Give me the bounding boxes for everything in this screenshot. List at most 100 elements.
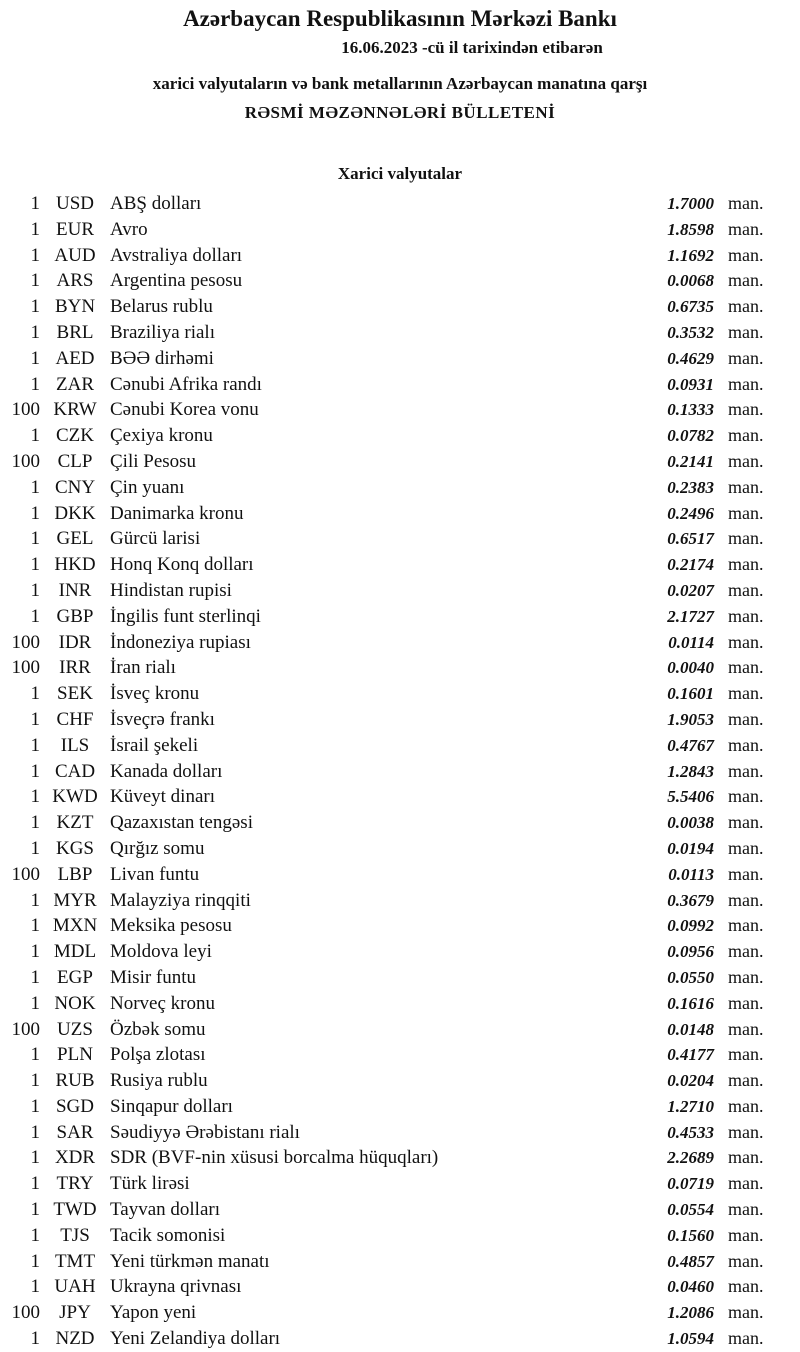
exchange-rate: 5.5406 xyxy=(667,787,714,807)
exchange-rate: 1.9053 xyxy=(667,709,714,729)
currency-name: İndoneziya rupiası xyxy=(110,631,251,653)
nominal: 1 xyxy=(30,1276,41,1298)
currency-code: USD xyxy=(55,193,94,214)
nominal: 1 xyxy=(30,837,41,859)
nominal: 1 xyxy=(30,296,41,318)
currency-code: KZT xyxy=(56,812,94,834)
currency-name: Moldova leyi xyxy=(110,941,212,963)
nominal: 1 xyxy=(30,1199,41,1221)
exchange-rate: 0.0207 xyxy=(667,580,714,600)
unit-label: man. xyxy=(728,1173,764,1194)
currency-code: HKD xyxy=(54,554,96,576)
currency-name: Rusiya rublu xyxy=(110,1070,208,1092)
currency-code: INR xyxy=(58,579,92,601)
rate-row: 1 KWD Küveyt dinarı 5.5406 man. xyxy=(0,784,800,810)
currency-code: SAR xyxy=(56,1121,94,1143)
exchange-rate: 0.2496 xyxy=(667,503,714,523)
currency-code: TWD xyxy=(53,1199,97,1221)
nominal: 1 xyxy=(30,373,41,395)
exchange-rate: 0.4857 xyxy=(667,1251,714,1271)
exchange-rate: 0.0114 xyxy=(668,632,714,652)
currency-name: Malayziya rinqqiti xyxy=(110,889,251,911)
currency-name: Ukrayna qrivnası xyxy=(110,1276,242,1298)
exchange-rate: 0.1601 xyxy=(667,684,714,704)
exchange-rate: 0.2174 xyxy=(667,555,714,575)
currency-name: İsveçrə frankı xyxy=(110,708,215,730)
currency-code: CLP xyxy=(57,450,93,472)
nominal: 1 xyxy=(30,605,41,627)
nominal: 1 xyxy=(30,812,41,834)
exchange-rate: 1.0594 xyxy=(667,1329,714,1349)
unit-label: man. xyxy=(728,1328,764,1349)
currency-code: AED xyxy=(55,347,95,369)
rate-row: 1 SEK İsveç kronu 0.1601 man. xyxy=(0,681,800,707)
rate-row: 1 ARS Argentina pesosu 0.0068 man. xyxy=(0,268,800,294)
currency-code: UZS xyxy=(57,1018,93,1040)
exchange-rate: 1.8598 xyxy=(667,219,714,239)
currency-name: Danimarka kronu xyxy=(110,502,244,524)
currency-name: Livan funtu xyxy=(110,863,200,885)
unit-label: man. xyxy=(728,915,764,936)
unit-label: man. xyxy=(728,657,764,678)
rate-row: 1 NZD Yeni Zelandiya dolları 1.0594 man. xyxy=(0,1326,800,1352)
unit-label: man. xyxy=(728,1147,764,1168)
exchange-rate: 0.1560 xyxy=(667,1225,714,1245)
currency-code: CZK xyxy=(56,425,94,447)
currency-name: Honq Konq dolları xyxy=(110,554,254,576)
currency-code: CNY xyxy=(54,476,96,498)
exchange-rate: 0.0956 xyxy=(667,942,714,962)
nominal: 1 xyxy=(30,683,41,705)
nominal: 1 xyxy=(30,915,41,937)
exchange-rate: 0.0148 xyxy=(667,1019,714,1039)
rate-row: 100 CLP Çili Pesosu 0.2141 man. xyxy=(0,449,800,475)
exchange-rate: 0.0460 xyxy=(667,1277,714,1297)
nominal: 1 xyxy=(30,218,41,240)
currency-code: TMT xyxy=(54,1250,96,1272)
currency-code: MXN xyxy=(52,915,98,937)
currency-name: SDR (BVF-nin xüsusi borcalma hüquqları) xyxy=(110,1147,439,1169)
unit-label: man. xyxy=(728,476,764,497)
rate-row: 100 KRW Cənubi Korea vonu 0.1333 man. xyxy=(0,397,800,423)
exchange-rate: 0.0038 xyxy=(667,813,714,833)
unit-label: man. xyxy=(728,399,764,420)
currency-code: SGD xyxy=(55,1095,94,1117)
exchange-rate: 2.2689 xyxy=(667,1148,714,1168)
currency-code: PLN xyxy=(57,1044,93,1066)
nominal: 1 xyxy=(30,966,41,988)
currency-code: TJS xyxy=(60,1224,90,1246)
nominal: 1 xyxy=(30,889,41,911)
unit-label: man. xyxy=(728,1250,764,1271)
exchange-rate: 0.0113 xyxy=(668,864,714,884)
rate-row: 1 USD ABŞ dolları 1.7000 man. xyxy=(0,191,800,217)
currency-code: CHF xyxy=(56,708,94,730)
exchange-rate: 0.4533 xyxy=(667,1122,714,1142)
nominal: 100 xyxy=(11,450,41,472)
rate-row: 1 EUR Avro 1.8598 man. xyxy=(0,217,800,243)
rate-row: 1 TMT Yeni türkmən manatı 0.4857 man. xyxy=(0,1249,800,1275)
rate-row: 1 GBP İngilis funt sterlinqi 2.1727 man. xyxy=(0,604,800,630)
rate-row: 100 IRR İran rialı 0.0040 man. xyxy=(0,655,800,681)
unit-label: man. xyxy=(728,1199,764,1220)
rate-row: 1 MYR Malayziya rinqqiti 0.3679 man. xyxy=(0,888,800,914)
currency-name: Tayvan dolları xyxy=(110,1199,220,1221)
currency-name: Tacik somonisi xyxy=(110,1224,226,1246)
rate-row: 1 AUD Avstraliya dolları 1.1692 man. xyxy=(0,243,800,269)
nominal: 1 xyxy=(30,708,41,730)
exchange-rate: 0.0040 xyxy=(667,658,714,678)
effective-date: 16.06.2023 -cü il tarixindən etibarən xyxy=(341,38,603,57)
nominal: 1 xyxy=(30,554,41,576)
rate-row: 1 AED BƏƏ dirhəmi 0.4629 man. xyxy=(0,346,800,372)
unit-label: man. xyxy=(728,863,764,884)
unit-label: man. xyxy=(728,450,764,471)
currency-name: Yapon yeni xyxy=(110,1302,197,1324)
currency-name: Polşa zlotası xyxy=(110,1044,206,1066)
currency-name: Argentina pesosu xyxy=(110,270,243,292)
currency-name: Avstraliya dolları xyxy=(110,244,243,266)
nominal: 1 xyxy=(30,1044,41,1066)
nominal: 1 xyxy=(30,579,41,601)
nominal: 1 xyxy=(30,321,41,343)
rate-row: 1 CNY Çin yuanı 0.2383 man. xyxy=(0,475,800,501)
currency-code: KGS xyxy=(55,837,94,859)
exchange-rate: 0.0068 xyxy=(667,271,714,291)
exchange-rate: 1.1692 xyxy=(667,245,714,265)
